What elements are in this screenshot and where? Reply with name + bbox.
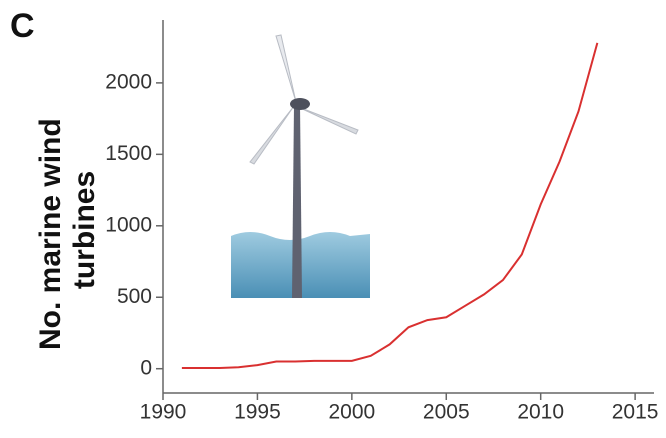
x-tick-label: 1990 — [140, 401, 187, 424]
y-tick-label: 1000 — [105, 213, 152, 236]
x-tick-label: 2000 — [328, 401, 375, 424]
x-tick-label: 1995 — [234, 401, 281, 424]
panel-label: C — [10, 7, 35, 45]
data-line — [181, 42, 599, 369]
y-axis-label-line: No. marine wind — [34, 118, 67, 350]
y-axis-label: No. marine wind turbines — [34, 110, 101, 350]
x-tick-label: 2015 — [612, 401, 659, 424]
y-tick-label: 2000 — [105, 70, 152, 93]
y-tick-label: 0 — [140, 356, 152, 379]
y-axis-label-line: turbines — [68, 171, 101, 289]
turbine-illustration — [231, 34, 370, 298]
y-tick-label: 1500 — [105, 142, 152, 165]
y-tick-label: 500 — [117, 285, 152, 308]
x-tick-label: 2010 — [517, 401, 564, 424]
x-tick-label: 2005 — [423, 401, 470, 424]
